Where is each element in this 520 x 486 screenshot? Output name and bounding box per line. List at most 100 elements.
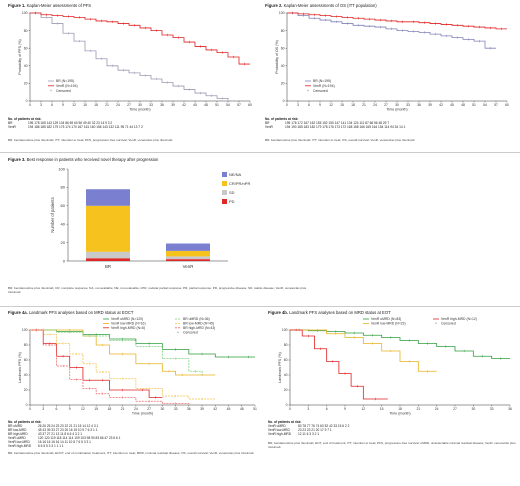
y-tick-label: 0 bbox=[286, 403, 288, 407]
y-tick-label: 60 bbox=[61, 203, 66, 208]
x-tick-label: 18 bbox=[94, 103, 98, 107]
x-tick-label: 42 bbox=[182, 103, 186, 107]
risk-row: VenR low-MRD 23 23 23 21 20 17 9 7 1 bbox=[268, 428, 332, 432]
x-tick-label: 3 bbox=[307, 407, 309, 411]
x-tick-label: 21 bbox=[416, 407, 420, 411]
bar-segment bbox=[86, 258, 130, 261]
legend-label: VenR (N=194) bbox=[313, 84, 335, 88]
figure-3: Figure 3. Best response in patients who … bbox=[8, 157, 308, 307]
risk-row-venr: VenR 194 190 185 183 182 179 178 176 173 … bbox=[265, 125, 406, 129]
risk-row: BR low-MRD 45 43 39 33 27 23 20 16 15 10 … bbox=[8, 428, 98, 432]
y-tick-label: 20 bbox=[281, 82, 285, 86]
bar-segment bbox=[166, 250, 210, 257]
x-tick-label: 6 bbox=[326, 407, 328, 411]
x-tick-label: 60 bbox=[505, 103, 509, 107]
x-tick-label: 27 bbox=[147, 407, 151, 411]
y-tick-label: 0 bbox=[26, 99, 28, 103]
x-tick-label: 12 bbox=[361, 407, 365, 411]
y-axis-label: Landmark PFS (%) bbox=[278, 352, 282, 383]
x-tick-label: 18 bbox=[351, 103, 355, 107]
x-tick-label: 36 bbox=[187, 407, 191, 411]
x-tick-label: BR bbox=[105, 264, 111, 269]
y-tick-label: 60 bbox=[281, 46, 285, 50]
x-tick-label: 36 bbox=[160, 103, 164, 107]
x-tick-label: 0 bbox=[29, 407, 31, 411]
legend-label: BR (N=195) bbox=[313, 79, 331, 83]
x-tick-label: 42 bbox=[439, 103, 443, 107]
risk-row: BR uMRD 26 26 25 24 23 23 22 21 21 15 14 … bbox=[8, 424, 99, 428]
x-tick-label: 57 bbox=[494, 103, 498, 107]
legend-swatch: + bbox=[307, 89, 309, 93]
x-tick-label: 45 bbox=[450, 103, 454, 107]
x-tick-label: 45 bbox=[227, 407, 231, 411]
risk-title: No. of patients at risk: bbox=[265, 117, 299, 121]
series-line bbox=[30, 12, 250, 65]
figure-2: Figure 2. Kaplan-Meier assessments of OS… bbox=[265, 3, 515, 148]
legend-swatch bbox=[222, 181, 227, 186]
risk-row-venr: VenR 194 186 185 182 179 175 174 170 167 … bbox=[8, 125, 143, 129]
x-tick-label: 0 bbox=[289, 407, 291, 411]
legend-label: BR low-MRD (N=45) bbox=[183, 322, 214, 326]
x-tick-label: 54 bbox=[483, 103, 487, 107]
x-tick-label: 48 bbox=[461, 103, 465, 107]
series-line bbox=[30, 12, 229, 101]
legend-label: SD bbox=[229, 190, 235, 195]
legend-label: BR (N=195) bbox=[56, 79, 74, 83]
legend-label: VenR uMRD (N=83) bbox=[371, 317, 401, 321]
divider-1 bbox=[0, 152, 520, 153]
y-axis-label: Number of patients bbox=[50, 197, 55, 232]
x-tick-label: 21 bbox=[121, 407, 125, 411]
legend-label: Censored bbox=[313, 89, 328, 93]
y-tick-label: 40 bbox=[24, 373, 28, 377]
bar-segment bbox=[86, 251, 130, 259]
y-tick-label: 20 bbox=[284, 388, 288, 392]
x-tick-label: 18 bbox=[108, 407, 112, 411]
divider-2 bbox=[0, 306, 520, 307]
bar-segment bbox=[166, 243, 210, 251]
figure-2-risk-table: No. of patients at risk: BR 195 176 172 1… bbox=[265, 117, 515, 129]
x-tick-label: 0 bbox=[286, 103, 288, 107]
x-tick-label: 15 bbox=[340, 103, 344, 107]
series-line bbox=[30, 329, 190, 405]
y-tick-label: 60 bbox=[24, 46, 28, 50]
figure-1-footnote: BR, bendamustine plus rituximab; ITT, in… bbox=[8, 138, 173, 142]
bar-segment bbox=[166, 259, 210, 261]
x-tick-label: 9 bbox=[62, 103, 64, 107]
risk-row-br: BR 195 176 172 167 162 155 152 150 147 14… bbox=[265, 121, 390, 125]
x-axis-label: Time (month) bbox=[386, 108, 407, 112]
legend-label: NE/NA bbox=[229, 172, 242, 177]
y-tick-label: 20 bbox=[24, 388, 28, 392]
bar-segment bbox=[86, 205, 130, 252]
risk-title: No. of patients at risk: bbox=[8, 420, 42, 424]
figure-2-footnote: BR, bendamustine plus rituximab; ITT, in… bbox=[265, 138, 415, 142]
x-tick-label: 30 bbox=[160, 407, 164, 411]
x-tick-label: 9 bbox=[344, 407, 346, 411]
y-axis-label: Landmark PFS (%) bbox=[18, 352, 22, 383]
x-tick-label: 24 bbox=[134, 407, 138, 411]
x-tick-label: 6 bbox=[56, 407, 58, 411]
x-tick-label: 33 bbox=[406, 103, 410, 107]
x-axis-label: Time (month) bbox=[389, 412, 410, 416]
y-tick-label: 80 bbox=[61, 185, 66, 190]
risk-row-br: BR 195 178 165 143 129 104 86 69 60 56 49… bbox=[8, 121, 113, 125]
y-tick-label: 80 bbox=[24, 343, 28, 347]
legend-label: BR high-MRD (N=43) bbox=[183, 326, 215, 330]
x-tick-label: 39 bbox=[171, 103, 175, 107]
x-tick-label: 21 bbox=[105, 103, 109, 107]
figure-1: Figure 1. Kaplan-Meier assessments of PF… bbox=[8, 3, 258, 148]
y-tick-label: 100 bbox=[282, 328, 288, 332]
risk-row: BR high-MRD 43 37 27 21 13 11 8 6 6 4 3 2… bbox=[8, 432, 83, 436]
legend-label: Censored bbox=[56, 89, 71, 93]
x-tick-label: 51 bbox=[472, 103, 476, 107]
x-tick-label: 24 bbox=[116, 103, 120, 107]
y-tick-label: 60 bbox=[284, 358, 288, 362]
legend-label: VenR (N=194) bbox=[56, 84, 78, 88]
x-tick-label: 6 bbox=[308, 103, 310, 107]
legend-label: VenR high-MRD (N=12) bbox=[441, 317, 477, 321]
risk-row: VenR high-MRD 6 6 5 5 3 3 1 1 1 1 bbox=[8, 444, 64, 448]
bar-segment bbox=[86, 189, 130, 206]
series-line bbox=[287, 12, 507, 30]
y-tick-label: 100 bbox=[22, 11, 28, 15]
